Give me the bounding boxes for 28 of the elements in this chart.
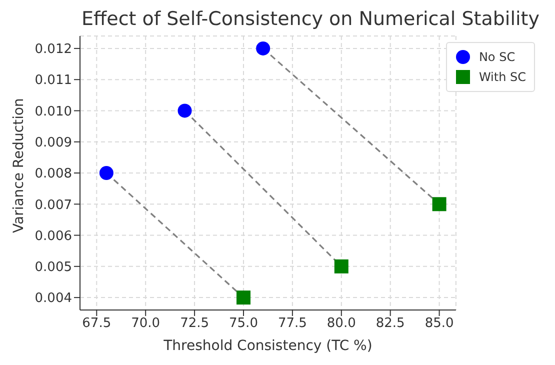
point (178, 104, 192, 118)
y-tick-label: 0.008 (34, 166, 72, 182)
x-tick-label: 70.0 (131, 316, 160, 332)
x-tick-label: 72.5 (180, 316, 210, 332)
y-tick-label: 0.012 (34, 42, 72, 58)
y-tick-label: 0.009 (34, 135, 72, 150)
point (256, 41, 270, 56)
x-tick-label: 75.0 (229, 316, 258, 332)
y-tick-label: 0.005 (34, 260, 72, 276)
y-tick-label: 0.010 (34, 104, 72, 120)
legend-label: No SC (478, 49, 516, 66)
chart-title: Effect of Self-Consistency on Numerical Stability (80, 8, 540, 30)
legend-label: With SC (478, 69, 526, 86)
x-tick-label: 77.5 (278, 316, 307, 332)
y-tick-label: 0.007 (34, 198, 72, 213)
x-tick-label: 82.5 (376, 316, 405, 332)
y-tick-label: 0.004 (34, 291, 72, 306)
point (99, 166, 114, 180)
x-tick-label: 85.0 (424, 316, 454, 332)
y-axis-title: Variance Reduction (10, 98, 27, 233)
point (432, 197, 446, 212)
point (334, 259, 348, 274)
x-tick-label: 80.0 (326, 316, 356, 332)
y-tick-label: 0.011 (34, 73, 72, 88)
y-tick-label: 0.006 (34, 228, 72, 244)
x-tick-label: 67.5 (82, 316, 112, 332)
point (236, 290, 250, 305)
x-axis-title: Threshold Consistency (TC %) (162, 338, 372, 354)
